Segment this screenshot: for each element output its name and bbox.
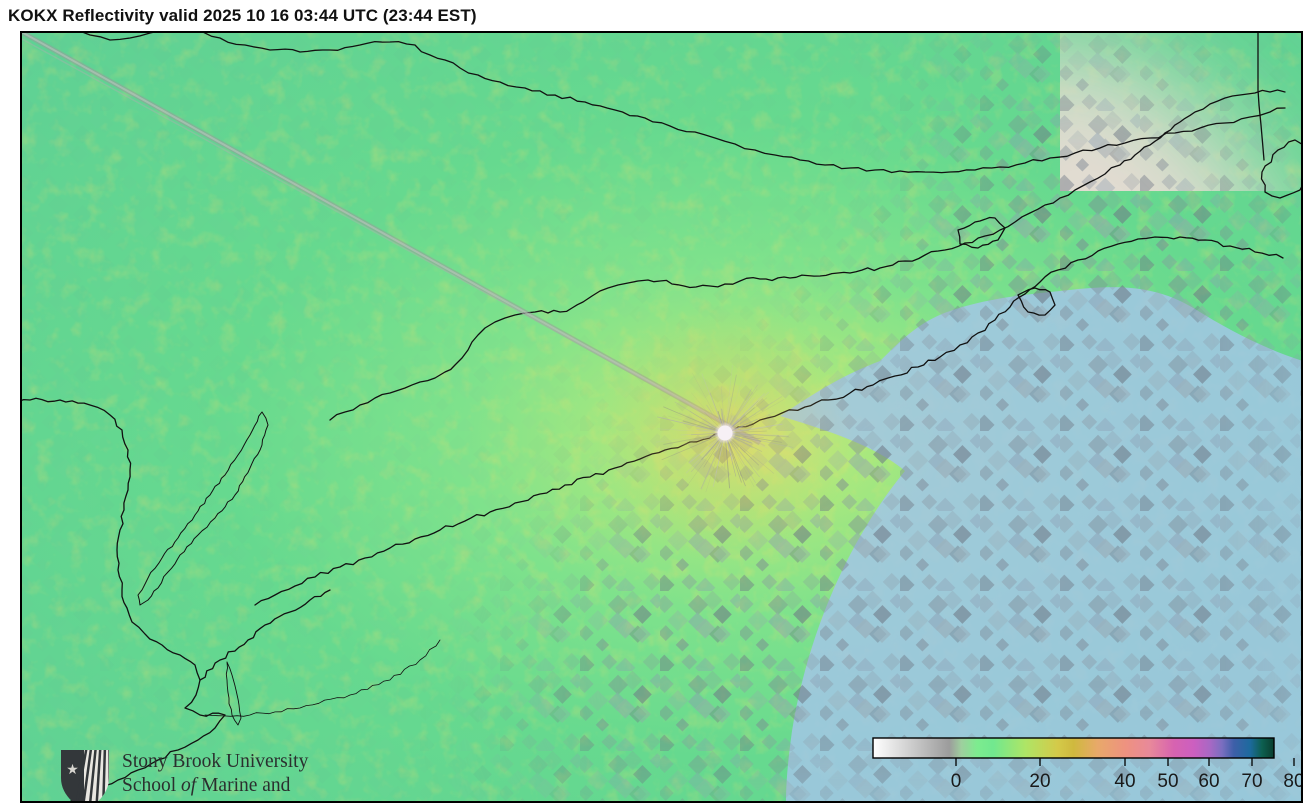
svg-text:★: ★ — [66, 761, 79, 777]
svg-text:60: 60 — [1198, 771, 1219, 792]
svg-text:50: 50 — [1157, 771, 1178, 792]
svg-text:40: 40 — [1114, 771, 1135, 792]
svg-text:70: 70 — [1241, 771, 1262, 792]
svg-text:0: 0 — [951, 771, 962, 792]
svg-text:20: 20 — [1029, 771, 1050, 792]
svg-text:80: 80 — [1283, 771, 1303, 792]
